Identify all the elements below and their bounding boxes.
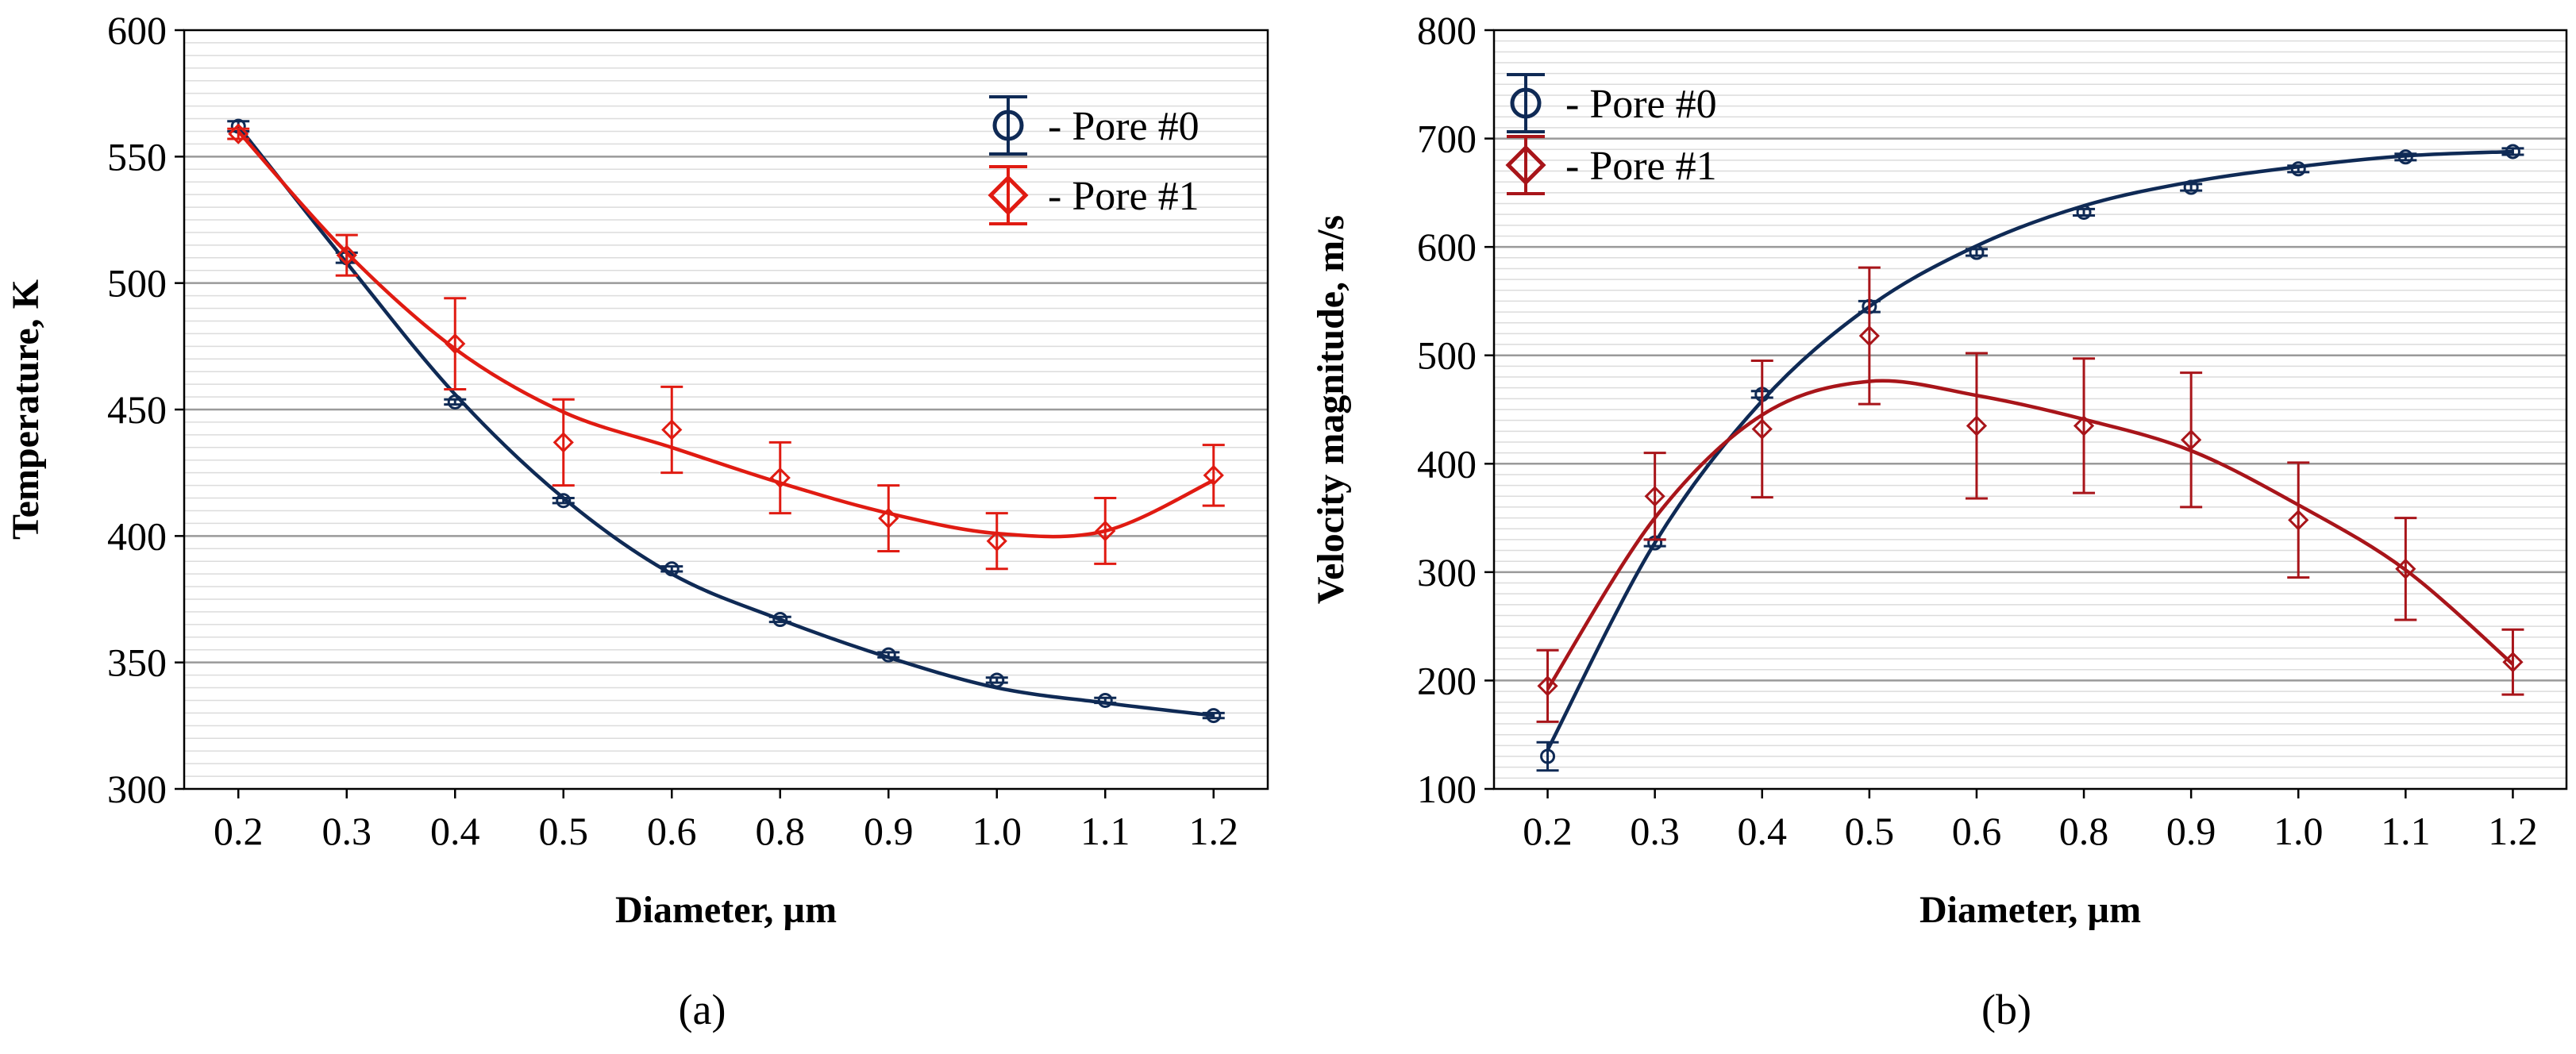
legend-label: - Pore #0 [1565, 82, 1717, 127]
legend-circle-marker-icon [992, 110, 1024, 141]
legend-label: - Pore #1 [1565, 144, 1717, 189]
legend-label: - Pore #1 [1048, 174, 1199, 219]
y-axis-label: Temperature, K [5, 279, 47, 540]
series-1-point [1966, 415, 1988, 437]
x-tick-label: 0.3 [322, 809, 372, 853]
y-tick-label: 500 [107, 261, 167, 306]
y-tick-label: 300 [107, 767, 167, 811]
y-tick-label: 350 [107, 640, 167, 685]
x-tick-label: 0.4 [1738, 809, 1788, 853]
series-0-point [2290, 161, 2306, 177]
x-tick-label: 1.0 [2274, 809, 2324, 853]
x-tick-label: 0.9 [2166, 809, 2216, 853]
x-tick-label: 0.4 [430, 809, 480, 853]
series-1-point [2181, 429, 2202, 451]
series-1-point [1751, 418, 1773, 440]
y-tick-label: 600 [107, 8, 167, 52]
series-1-point [336, 244, 357, 266]
panel-a-temperature-chart: 300 350 400 450 500 550 600 0.2 0.3 0.4 0.5 0.6 0.8 0… [5, 8, 1269, 1033]
x-tick-label: 1.2 [1189, 809, 1239, 853]
series-0-point [2076, 204, 2092, 220]
legend-diamond-marker-icon [1505, 144, 1546, 186]
series-0-point [664, 561, 680, 577]
series-1-point [1644, 486, 1665, 507]
series-0-point [2183, 179, 2199, 195]
series-0-point [880, 647, 896, 663]
y-axis-label: Velocity magnitude, m/s [1310, 215, 1352, 604]
series-0-point [447, 394, 463, 410]
x-tick-label: 1.1 [1080, 809, 1130, 853]
series-0-point [556, 493, 572, 509]
series-1-point [1203, 464, 1224, 486]
y-tick-label: 800 [1417, 8, 1477, 52]
series-1-point [1095, 520, 1116, 542]
series-0-point [2397, 149, 2413, 165]
panel-label: (b) [1981, 986, 2031, 1033]
x-tick-label: 0.6 [1952, 809, 2002, 853]
series-1-point [2502, 652, 2524, 673]
x-tick-label: 0.5 [1845, 809, 1895, 853]
x-tick-label: 0.2 [214, 809, 264, 853]
y-tick-label: 700 [1417, 117, 1477, 161]
y-tick-label: 450 [107, 387, 167, 432]
y-tick-label: 550 [107, 134, 167, 179]
series-1-point [769, 467, 791, 489]
series-0-point [772, 611, 788, 627]
series-0-fit-curve [237, 125, 1215, 717]
series-0-point [1969, 244, 1985, 260]
series-0-point [989, 672, 1005, 688]
series-1-point [2395, 558, 2416, 579]
series-1-point [2073, 415, 2095, 437]
legend-label: - Pore #0 [1048, 104, 1199, 149]
series-0-fit-curve [1546, 149, 2513, 751]
x-tick-label: 0.3 [1630, 809, 1680, 853]
x-axis-label: Diameter, µm [1919, 889, 2141, 931]
plot-frame [183, 29, 1269, 790]
x-tick-label: 0.5 [539, 809, 589, 853]
series-1-point [228, 123, 249, 144]
series-1-fit-curve [1546, 379, 2514, 690]
panel-label: (a) [679, 986, 726, 1033]
legend-circle-marker-icon [1510, 87, 1542, 119]
legend-entry-0: - Pore #0 [1507, 73, 1717, 133]
series-0-point [1540, 748, 1556, 764]
legend-entry-1: - Pore #1 [1505, 135, 1717, 195]
panel-b-velocity-chart: 100 200 300 400 500 600 700 800 0.2 0.3 0.4 0.5 0.6 0… [1310, 8, 2568, 1033]
x-tick-label: 1.2 [2488, 809, 2538, 853]
series-1-point [2288, 510, 2309, 531]
legend-diamond-marker-icon [988, 175, 1029, 216]
series-0-point [1206, 708, 1222, 724]
y-tick-label: 300 [1417, 550, 1477, 594]
y-tick-label: 400 [107, 514, 167, 558]
x-tick-label: 0.8 [756, 809, 806, 853]
legend-entry-1: - Pore #1 [988, 165, 1199, 225]
y-tick-label: 100 [1417, 767, 1477, 811]
series-0-point [2505, 144, 2520, 160]
x-tick-label: 0.8 [2059, 809, 2109, 853]
series-1-fit-curve [237, 129, 1215, 539]
x-tick-label: 0.2 [1523, 809, 1573, 853]
x-tick-label: 1.1 [2381, 809, 2431, 853]
series-1-point [1858, 325, 1880, 347]
x-tick-label: 0.9 [864, 809, 914, 853]
plot-frame [1492, 29, 2568, 790]
series-1-point [445, 333, 466, 355]
series-1-point [986, 530, 1007, 552]
y-tick-label: 200 [1417, 658, 1477, 702]
series-1-point [553, 432, 574, 453]
series-0-point [1097, 692, 1113, 708]
x-axis-label: Diameter, µm [615, 889, 837, 931]
series-1-point [878, 507, 899, 529]
y-tick-label: 500 [1417, 333, 1477, 378]
series-1-point [1537, 675, 1558, 697]
x-tick-label: 1.0 [972, 809, 1022, 853]
x-tick-label: 0.6 [647, 809, 697, 853]
series-1-point [661, 419, 683, 440]
legend-entry-0: - Pore #0 [989, 95, 1199, 156]
y-tick-label: 400 [1417, 441, 1477, 486]
y-tick-label: 600 [1417, 225, 1477, 269]
